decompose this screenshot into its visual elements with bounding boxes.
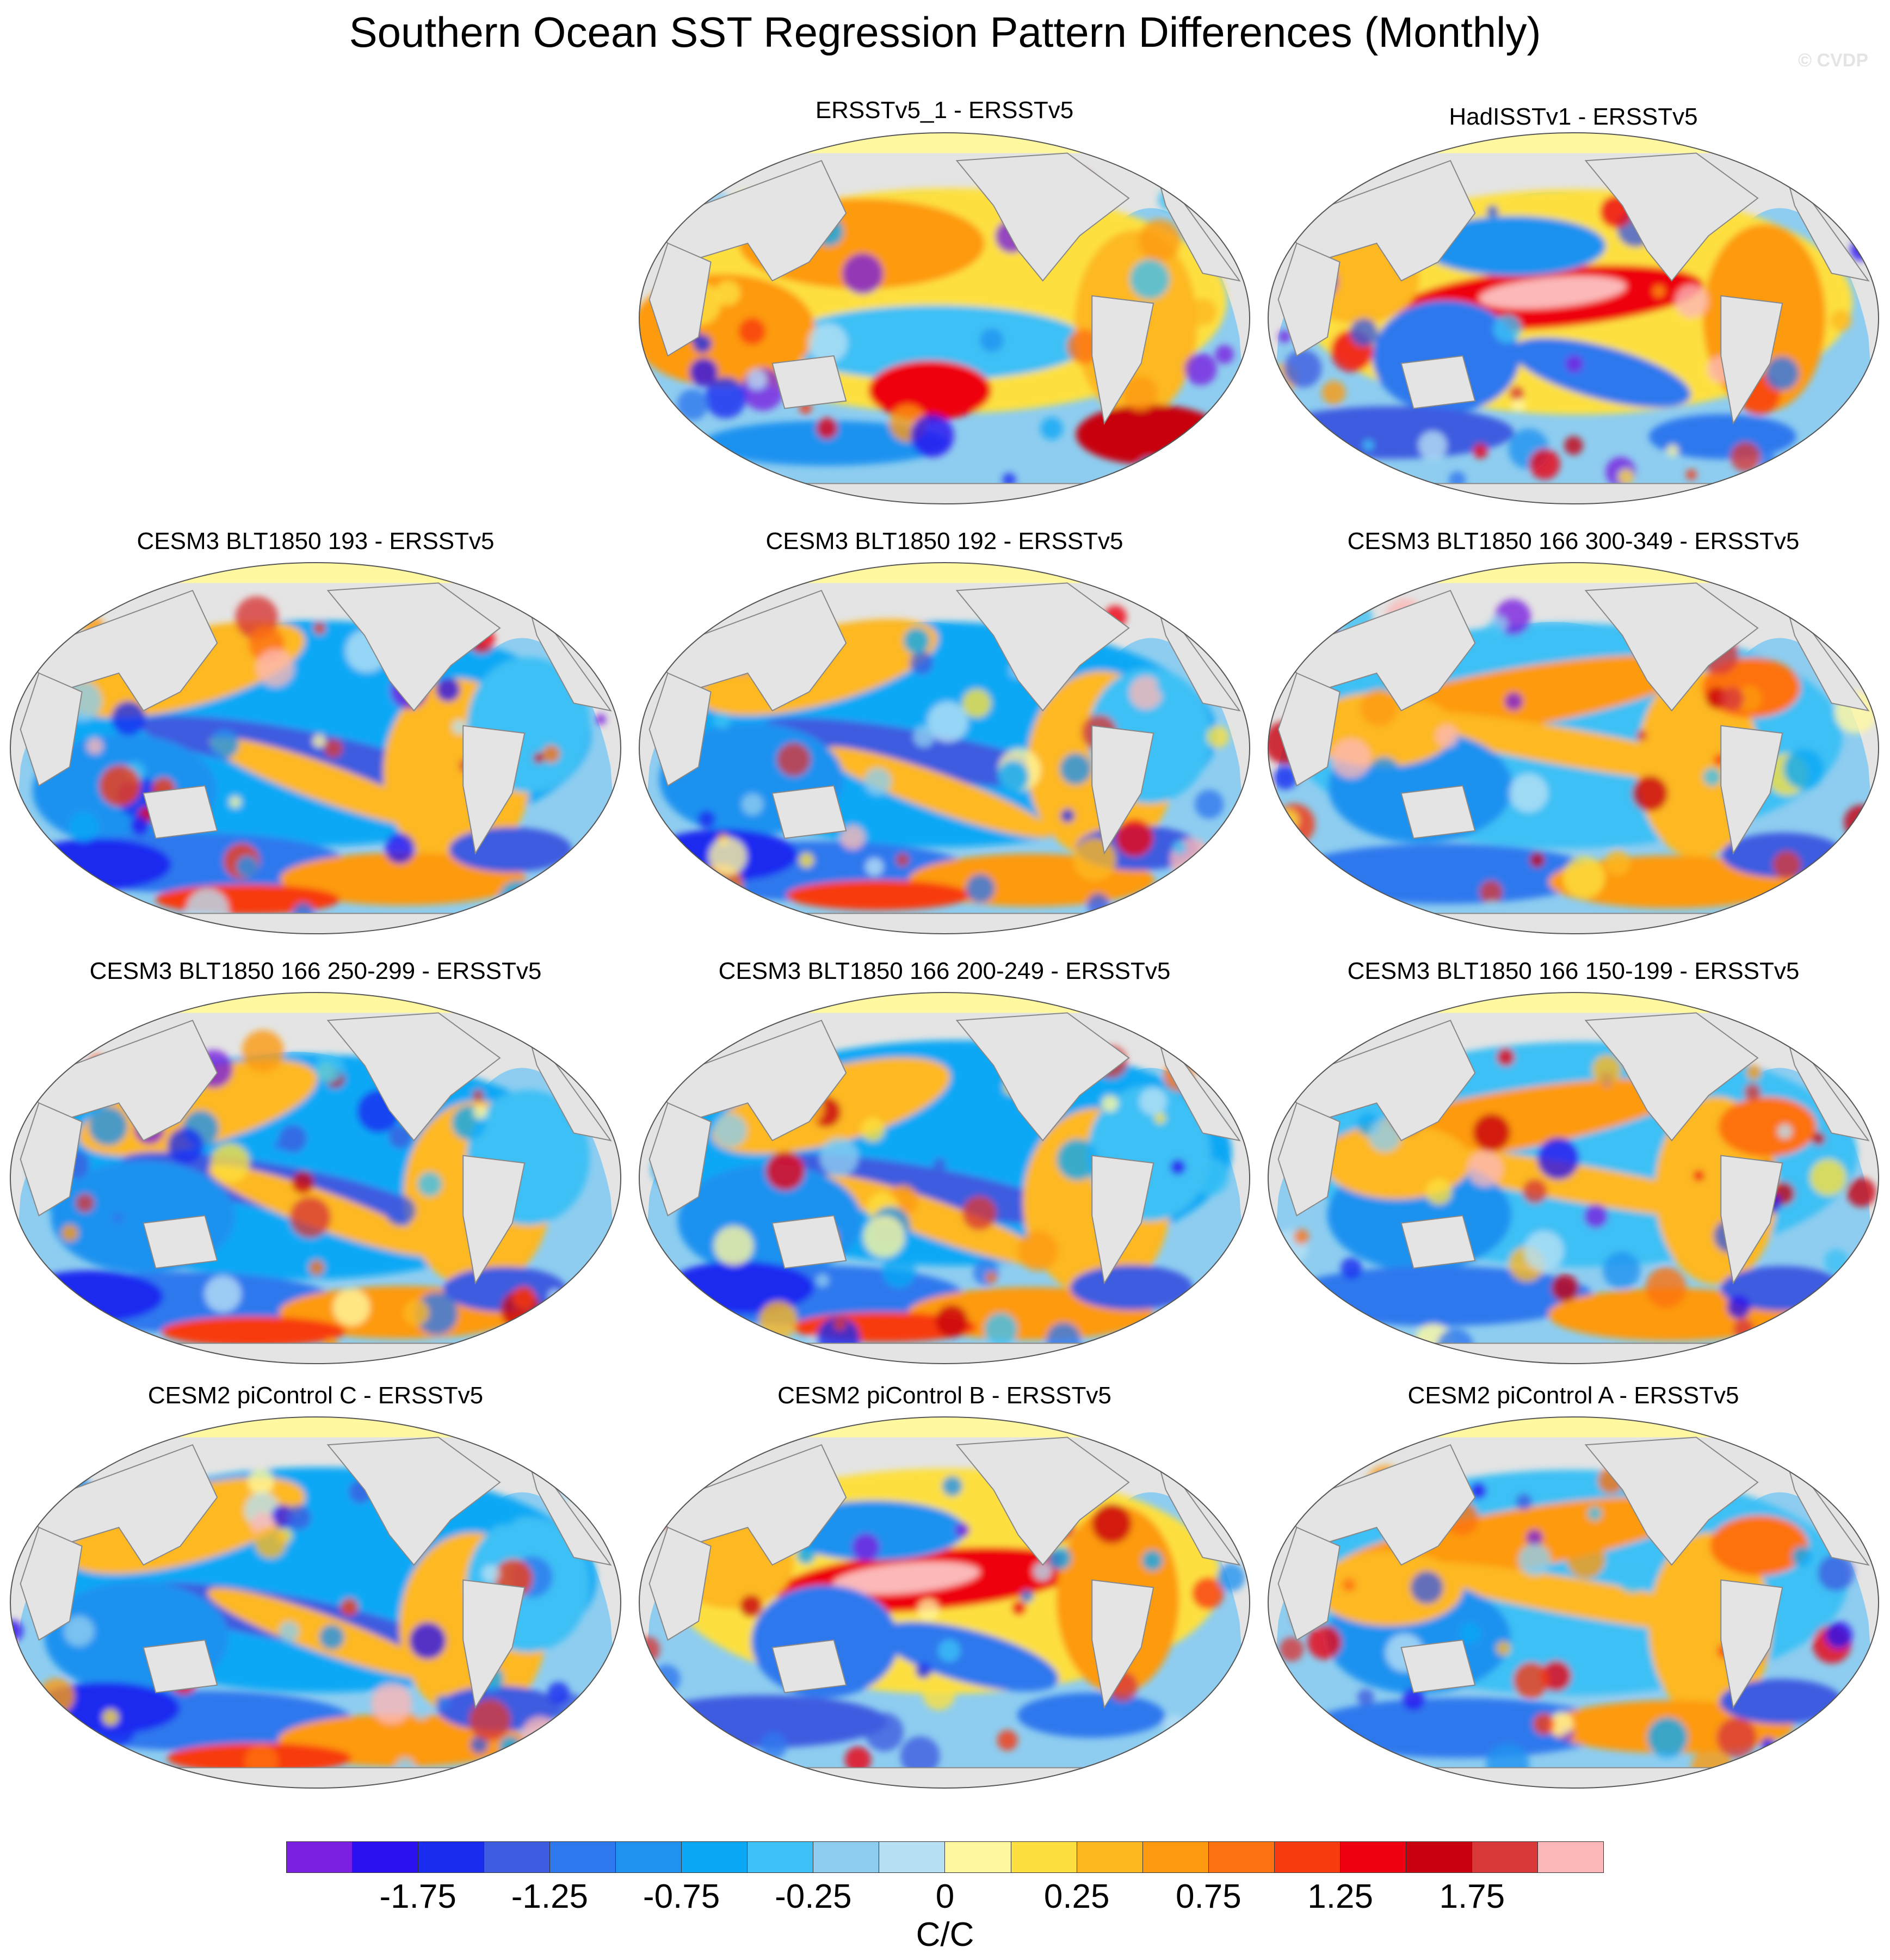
colorbar-swatch xyxy=(1406,1842,1472,1872)
colorbar-swatch xyxy=(879,1842,946,1872)
colorbar-tick-label: -0.75 xyxy=(643,1878,720,1915)
map-panel xyxy=(639,1416,1250,1789)
colorbar-swatch xyxy=(1011,1842,1077,1872)
map-panel xyxy=(639,992,1250,1364)
watermark: © CVDP xyxy=(1798,50,1868,71)
panel-title: CESM3 BLT1850 166 250-299 - ERSSTv5 xyxy=(89,958,542,984)
colorbar-swatch xyxy=(945,1842,1011,1872)
colorbar-swatch xyxy=(1208,1842,1275,1872)
colorbar-swatch xyxy=(550,1842,616,1872)
colorbar-tick-label: -0.25 xyxy=(775,1878,852,1915)
colorbar-swatch xyxy=(484,1842,551,1872)
colorbar xyxy=(286,1841,1604,1873)
panel-title: CESM3 BLT1850 193 - ERSSTv5 xyxy=(137,528,495,554)
colorbar-units: C/C xyxy=(916,1916,974,1953)
map-panel xyxy=(639,562,1250,934)
map-panel xyxy=(1268,562,1879,934)
panel-title: HadISSTv1 - ERSSTv5 xyxy=(1449,103,1698,130)
map-panel xyxy=(10,992,621,1364)
map-panel xyxy=(10,562,621,934)
colorbar-tick-label: 1.75 xyxy=(1439,1878,1505,1915)
colorbar-swatch xyxy=(1537,1842,1603,1872)
colorbar-swatch xyxy=(418,1842,485,1872)
colorbar-swatch xyxy=(616,1842,682,1872)
panel-title: CESM2 piControl B - ERSSTv5 xyxy=(777,1382,1111,1409)
panel-title: CESM2 piControl C - ERSSTv5 xyxy=(147,1382,484,1409)
colorbar-swatch xyxy=(813,1842,880,1872)
colorbar-swatch xyxy=(1340,1842,1406,1872)
panel-title: CESM3 BLT1850 192 - ERSSTv5 xyxy=(765,528,1123,554)
panel-title: CESM3 BLT1850 166 150-199 - ERSSTv5 xyxy=(1347,958,1800,984)
colorbar-swatch xyxy=(353,1842,419,1872)
panel-title: CESM3 BLT1850 166 300-349 - ERSSTv5 xyxy=(1347,528,1800,554)
panel-title: CESM3 BLT1850 166 200-249 - ERSSTv5 xyxy=(718,958,1171,984)
colorbar-swatch xyxy=(1142,1842,1209,1872)
map-panel xyxy=(639,132,1250,504)
colorbar-tick-label: 0 xyxy=(935,1878,955,1915)
colorbar-swatch xyxy=(748,1842,814,1872)
map-panel xyxy=(1268,1416,1879,1789)
panel-title: CESM2 piControl A - ERSSTv5 xyxy=(1407,1382,1739,1409)
colorbar-tick-label: 0.75 xyxy=(1176,1878,1242,1915)
map-panel xyxy=(1268,132,1879,504)
colorbar-tick-label: 1.25 xyxy=(1307,1878,1373,1915)
map-panel xyxy=(1268,992,1879,1364)
panel-title: ERSSTv5_1 - ERSSTv5 xyxy=(815,97,1074,124)
colorbar-tick-label: -1.25 xyxy=(511,1878,589,1915)
colorbar-tick-label: -1.75 xyxy=(379,1878,456,1915)
figure-title: Southern Ocean SST Regression Pattern Di… xyxy=(349,8,1541,56)
colorbar-swatch xyxy=(1274,1842,1341,1872)
colorbar-swatch xyxy=(1077,1842,1143,1872)
map-panel xyxy=(10,1416,621,1789)
colorbar-tick-label: 0.25 xyxy=(1043,1878,1110,1915)
colorbar-swatch xyxy=(682,1842,748,1872)
colorbar-swatch xyxy=(1472,1842,1538,1872)
colorbar-swatch xyxy=(287,1842,353,1872)
